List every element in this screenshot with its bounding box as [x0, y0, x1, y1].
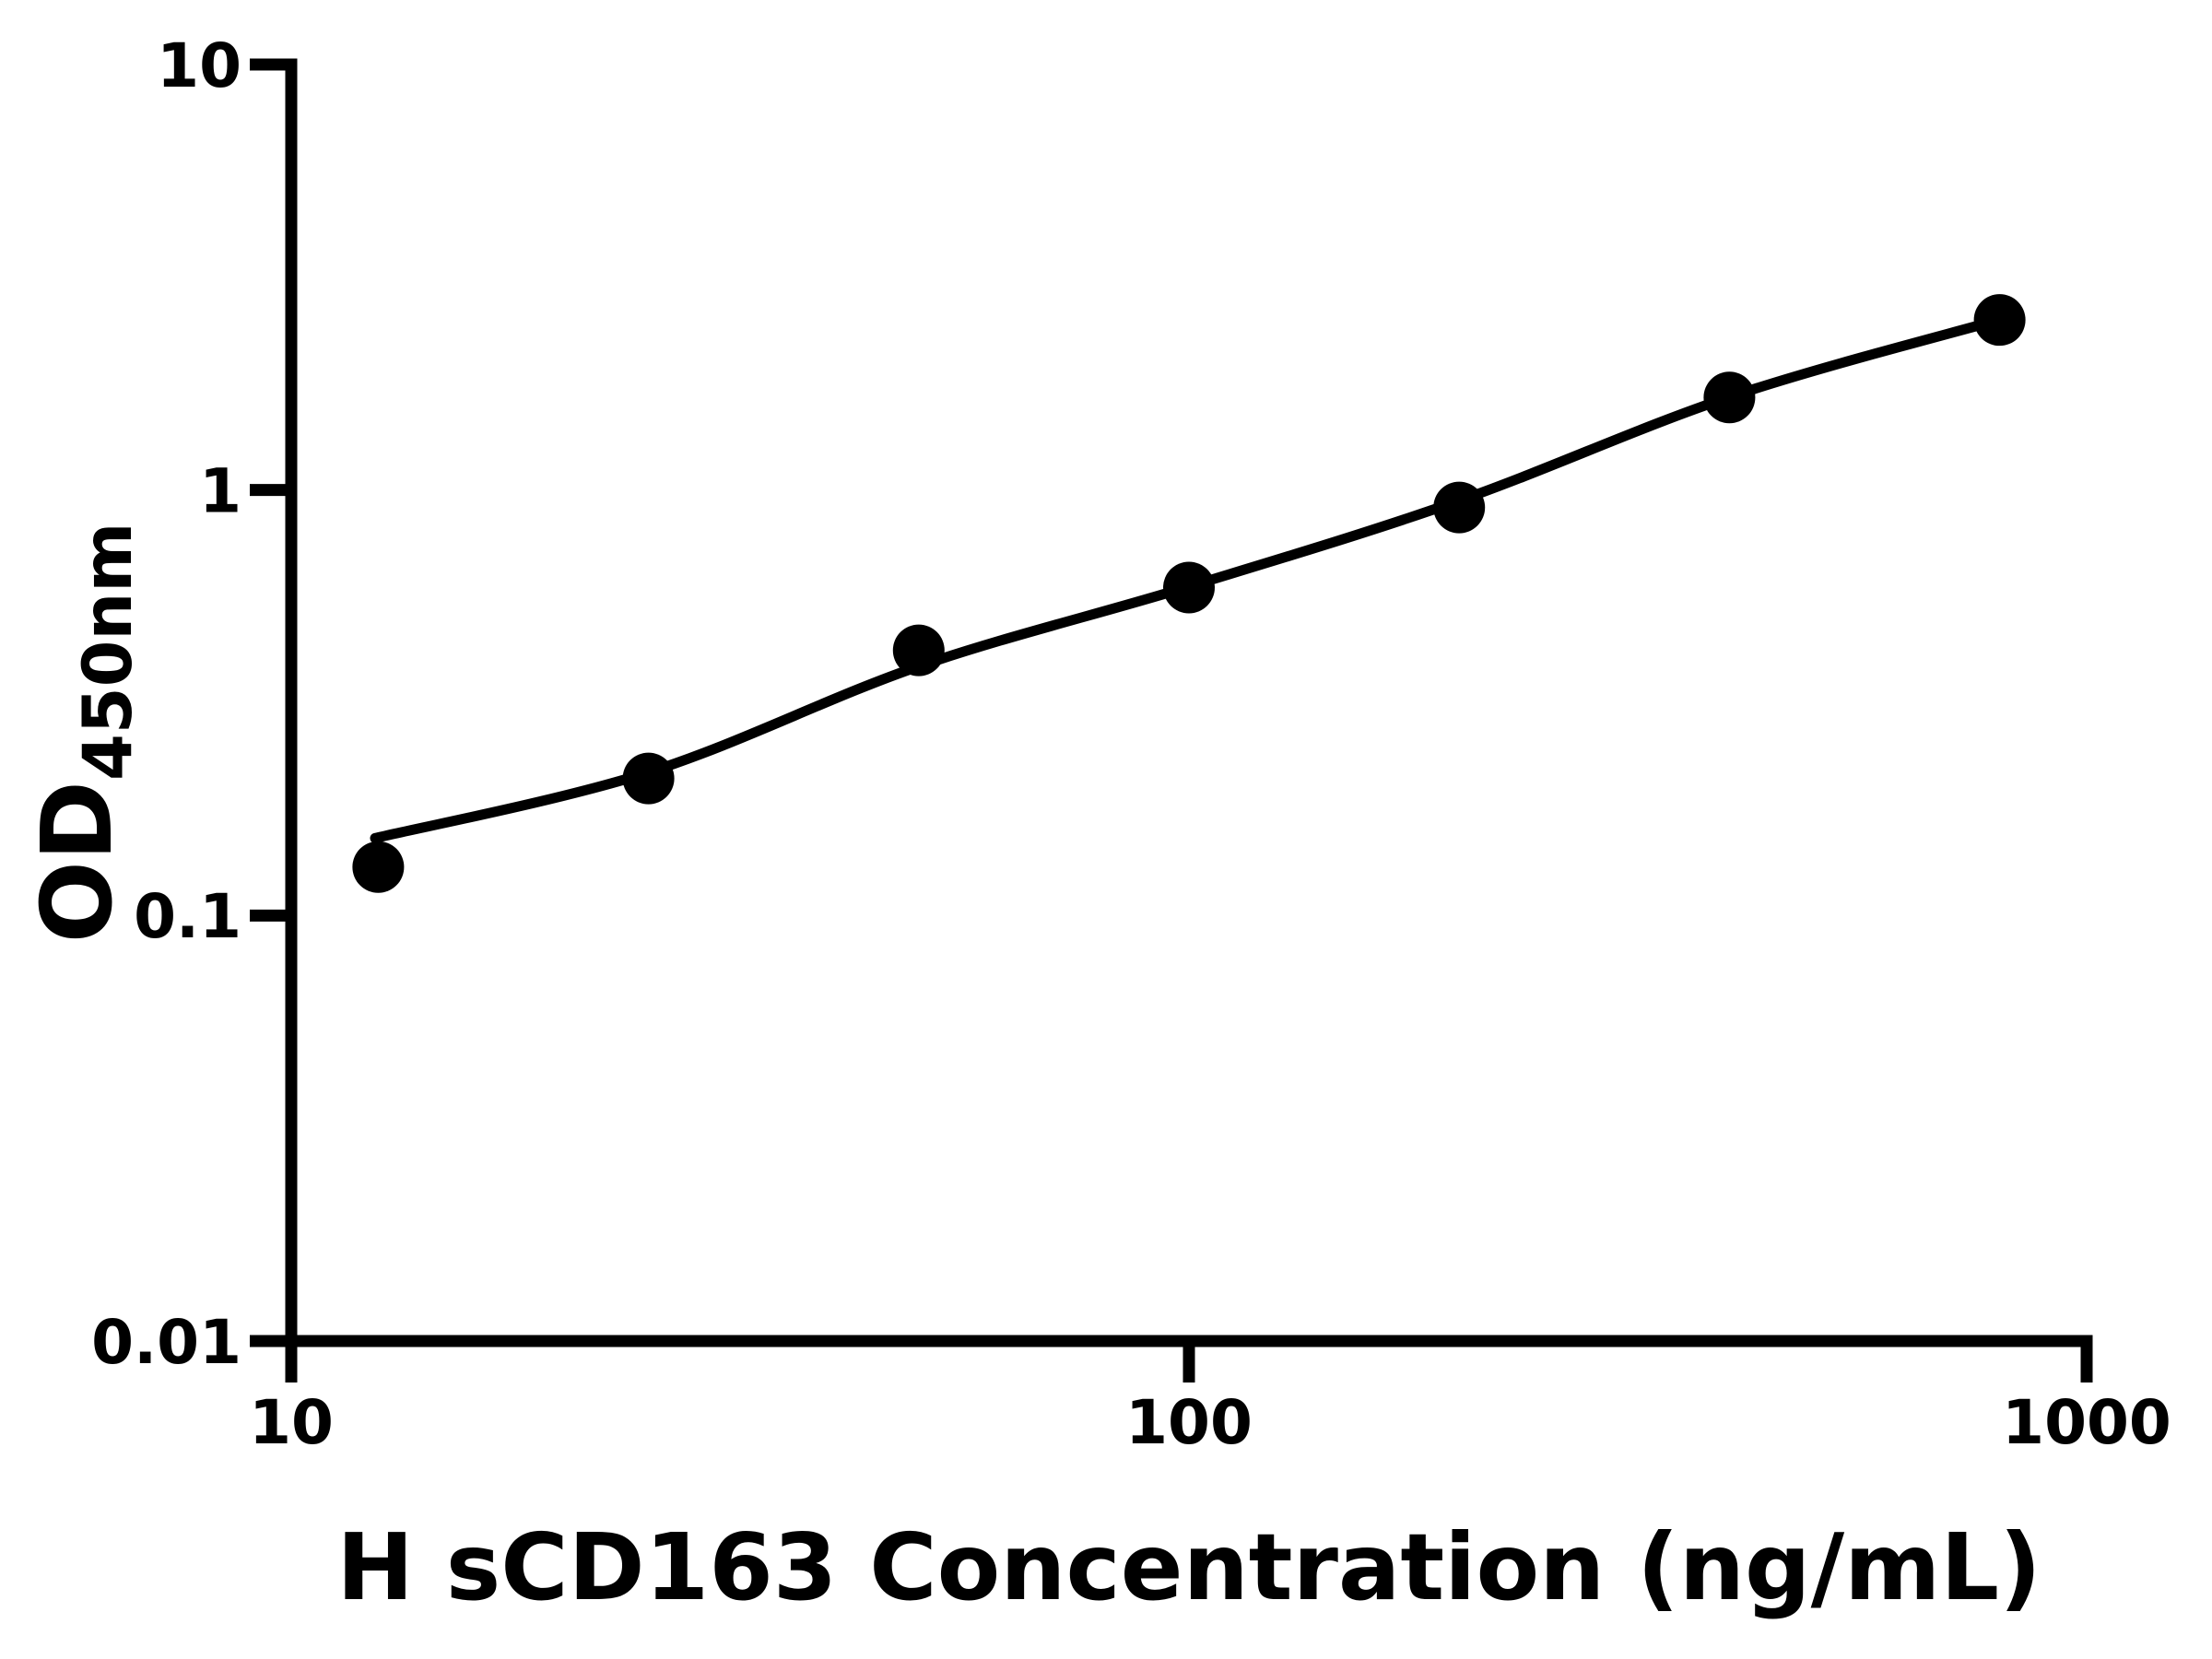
x-tick-label: 10: [249, 1387, 334, 1458]
y-tick-label: 0.1: [134, 881, 241, 952]
y-axis-title: OD450nm: [21, 523, 147, 944]
y-tick-label: 10: [157, 30, 241, 101]
data-point: [622, 752, 675, 805]
data-point: [1703, 371, 1756, 424]
x-tick-label: 1000: [2002, 1387, 2171, 1458]
data-point: [892, 624, 945, 677]
data-point: [1433, 481, 1486, 534]
data-point: [1973, 294, 2026, 347]
y-axis-title-main: OD: [21, 781, 134, 943]
data-point: [352, 841, 405, 893]
y-tick-label: 1: [199, 455, 241, 526]
x-tick-label: 100: [1125, 1387, 1253, 1458]
data-point: [1163, 561, 1215, 614]
y-axis-title-subscript: 450nm: [69, 523, 147, 781]
x-axis-title: H sCD163 Concentration (ng/mL): [336, 1513, 2041, 1621]
y-tick-label: 0.01: [91, 1307, 241, 1378]
